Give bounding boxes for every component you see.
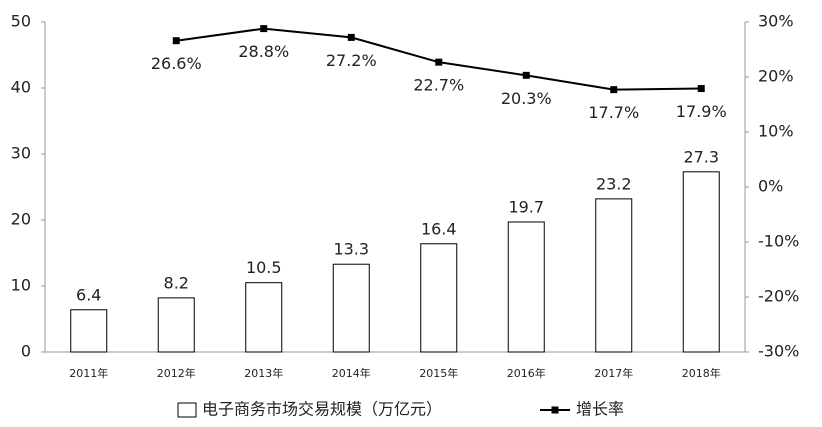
legend-swatch-marker (551, 406, 559, 414)
x-tick-label: 2014年 (332, 366, 371, 380)
line-value-label: 27.2% (326, 51, 377, 70)
x-tick-label: 2016年 (507, 366, 546, 380)
bar (245, 282, 283, 353)
line-marker (610, 86, 618, 94)
bar-value-label: 23.2 (596, 174, 632, 193)
line-marker (260, 25, 268, 33)
bar (682, 171, 720, 353)
bar-value-label: 6.4 (76, 285, 101, 304)
bar (595, 198, 633, 353)
line-marker (435, 58, 443, 66)
bar-value-label: 10.5 (246, 258, 282, 277)
line-value-label: 17.9% (676, 102, 727, 121)
y-tick-label: 50 (11, 12, 31, 31)
bar (157, 297, 195, 353)
y2-tick-label: 10% (758, 122, 794, 141)
x-tick-label: 2018年 (682, 366, 721, 380)
legend-label: 电子商务市场交易规模（万亿元） (202, 400, 442, 419)
bar-value-label: 16.4 (421, 219, 457, 238)
bar-value-label: 13.3 (333, 240, 369, 259)
bar (507, 221, 545, 353)
legend-label: 增长率 (576, 400, 624, 419)
y-tick-label: 0 (21, 342, 31, 361)
line-value-label: 22.7% (413, 76, 464, 95)
line-value-label: 17.7% (588, 103, 639, 122)
line-marker (347, 33, 355, 41)
bar-value-label: 19.7 (508, 197, 544, 216)
y2-tick-label: 0% (758, 177, 783, 196)
line-marker (697, 85, 705, 93)
y-tick-label: 20 (11, 210, 31, 229)
y-tick-label: 10 (11, 276, 31, 295)
y-tick-label: 40 (11, 78, 31, 97)
y2-tick-label: -10% (758, 232, 799, 251)
x-tick-label: 2012年 (157, 366, 196, 380)
line-value-label: 26.6% (151, 54, 202, 73)
y2-tick-label: 30% (758, 12, 794, 31)
y2-tick-label: 20% (758, 67, 794, 86)
x-tick-label: 2011年 (69, 366, 108, 380)
legend-swatch (177, 402, 197, 418)
line-value-label: 28.8% (238, 42, 289, 61)
bar (70, 309, 108, 353)
x-tick-label: 2017年 (594, 366, 633, 380)
x-tick-label: 2015年 (419, 366, 458, 380)
bar (332, 263, 370, 353)
y2-tick-label: -20% (758, 287, 799, 306)
bar (420, 243, 458, 353)
x-tick-label: 2013年 (244, 366, 283, 380)
line-marker (522, 71, 530, 79)
y2-tick-label: -30% (758, 342, 799, 361)
line-value-label: 20.3% (501, 89, 552, 108)
y-tick-label: 30 (11, 144, 31, 163)
line-marker (172, 37, 180, 45)
bar-value-label: 8.2 (164, 273, 189, 292)
bar-value-label: 27.3 (683, 147, 719, 166)
